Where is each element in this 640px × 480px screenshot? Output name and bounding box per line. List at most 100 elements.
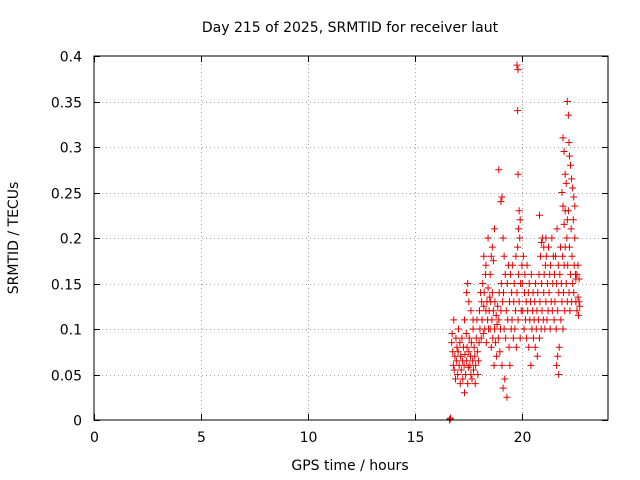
data-point — [468, 375, 476, 383]
data-point — [518, 280, 526, 287]
data-point — [480, 302, 488, 310]
data-point — [499, 384, 507, 392]
data-point — [495, 316, 503, 324]
data-point — [492, 311, 500, 319]
data-point — [480, 252, 488, 260]
data-point — [554, 352, 562, 360]
x-tick-label: 0 — [90, 430, 99, 446]
data-point — [494, 334, 502, 342]
data-point — [516, 234, 524, 242]
data-point — [535, 211, 543, 219]
data-point — [473, 348, 481, 356]
data-point — [459, 375, 467, 383]
data-point — [489, 257, 497, 265]
y-tick-label: 0.4 — [60, 50, 82, 66]
data-point — [467, 371, 475, 378]
data-point — [489, 307, 497, 315]
data-point — [484, 284, 492, 292]
data-point — [482, 261, 490, 269]
data-point — [509, 334, 517, 342]
data-point — [467, 307, 475, 315]
data-point — [507, 270, 515, 278]
data-point — [553, 361, 561, 369]
data-point — [493, 320, 501, 328]
data-point — [456, 380, 464, 388]
y-tick-label: 0 — [73, 414, 82, 430]
data-point — [462, 330, 470, 338]
data-point — [465, 334, 473, 342]
x-tick-label: 20 — [514, 430, 532, 446]
data-point — [538, 307, 546, 315]
data-point — [474, 371, 482, 378]
data-point — [452, 357, 460, 365]
data-point — [501, 375, 509, 383]
data-point — [565, 138, 573, 146]
data-point — [538, 280, 546, 287]
data-point — [514, 66, 522, 74]
data-point — [565, 243, 573, 251]
data-point — [538, 239, 546, 247]
data-point — [516, 216, 524, 224]
data-point — [506, 361, 514, 369]
data-point — [564, 207, 572, 215]
data-point — [564, 261, 572, 269]
data-point — [514, 170, 522, 178]
data-point — [503, 280, 511, 287]
data-point — [536, 298, 544, 306]
data-point — [456, 339, 464, 347]
data-point — [560, 148, 568, 156]
data-point — [495, 166, 503, 174]
data-point — [464, 380, 472, 388]
data-point — [564, 111, 572, 119]
data-point — [448, 330, 456, 338]
data-point — [525, 280, 533, 287]
data-point — [559, 134, 567, 142]
data-point — [514, 316, 522, 324]
data-point — [546, 325, 554, 333]
data-point — [457, 366, 465, 374]
data-point — [575, 275, 583, 283]
x-tick-label: 10 — [300, 430, 318, 446]
data-point — [465, 348, 473, 356]
data-point — [470, 343, 478, 351]
data-point — [450, 366, 458, 374]
data-point — [488, 316, 496, 324]
data-point — [531, 343, 539, 351]
data-point — [480, 289, 488, 297]
data-point — [499, 234, 507, 242]
data-point — [463, 343, 471, 351]
data-point — [499, 298, 507, 306]
data-point — [569, 184, 577, 192]
data-point — [574, 311, 582, 319]
data-point — [550, 316, 558, 324]
data-point — [547, 261, 555, 269]
data-point — [568, 175, 576, 183]
data-point — [555, 371, 563, 378]
y-tick-label: 0.2 — [60, 232, 82, 248]
data-point — [471, 380, 479, 388]
data-point — [508, 316, 516, 324]
data-point — [514, 243, 522, 251]
data-point — [490, 325, 498, 333]
data-point — [576, 302, 584, 310]
data-point — [455, 325, 463, 333]
data-point — [563, 234, 571, 242]
y-tick-label: 0.35 — [51, 96, 82, 112]
data-point — [484, 234, 492, 242]
data-point — [556, 270, 564, 278]
data-point — [454, 348, 462, 356]
data-point — [523, 334, 531, 342]
data-point — [513, 289, 521, 297]
data-point — [497, 198, 505, 206]
y-tick-label: 0.1 — [60, 323, 82, 339]
data-point — [496, 348, 504, 356]
data-point — [469, 325, 477, 333]
data-point — [479, 280, 487, 287]
data-point — [500, 325, 508, 333]
data-point — [488, 289, 496, 297]
data-point — [569, 216, 577, 224]
data-point — [503, 393, 511, 401]
data-point — [475, 339, 483, 347]
data-point — [566, 307, 574, 315]
data-point — [510, 280, 518, 287]
